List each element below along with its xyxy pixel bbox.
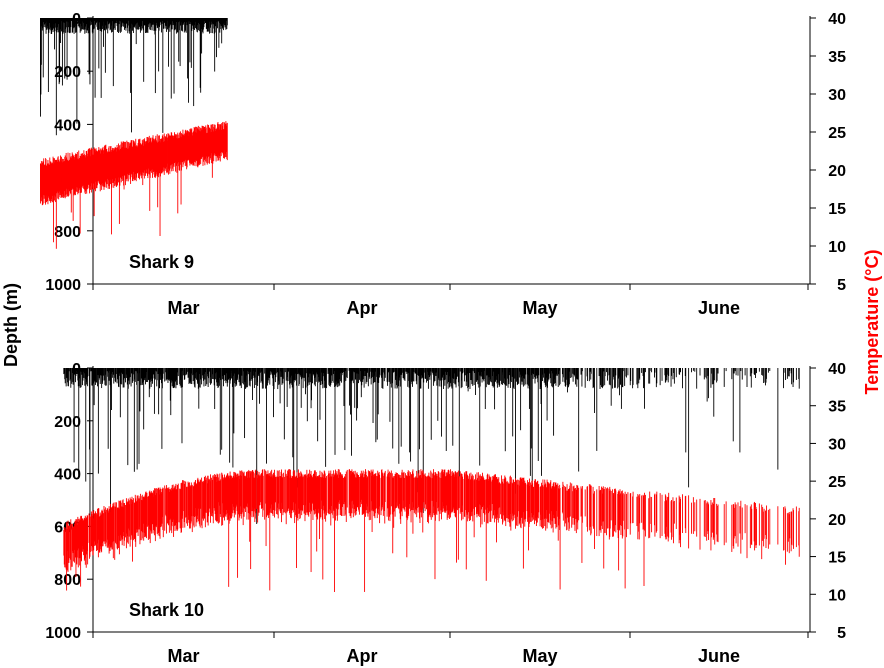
temperature-tick-label: 40 [828,361,846,378]
series-depth [63,368,800,525]
panel-label: Shark 9 [129,252,194,272]
temperature-tick-label: 25 [828,125,846,142]
month-label: May [522,646,557,666]
temperature-tick-label: 20 [828,512,846,529]
temperature-tick-label: 40 [828,11,846,28]
depth-tick-label: 800 [54,572,81,589]
temperature-tick-label: 10 [828,587,846,604]
depth-tick-label: 400 [54,467,81,484]
temperature-tick-label: 5 [837,277,846,294]
temperature-tick-label: 15 [828,550,846,567]
left-axis-title: Depth (m) [1,283,21,367]
month-label: June [698,298,740,318]
right-axis-title: Temperature (°C) [862,250,882,395]
series-depth [40,18,228,136]
series-temperature [40,121,228,249]
temperature-tick-label: 20 [828,163,846,180]
depth-tick-label: 200 [54,64,81,81]
depth-tick-label: 200 [54,414,81,431]
month-label: June [698,646,740,666]
month-label: Mar [167,298,199,318]
temperature-tick-label: 30 [828,87,846,104]
temperature-tick-label: 15 [828,201,846,218]
depth-tick-label: 800 [54,224,81,241]
temperature-tick-label: 35 [828,49,846,66]
series-temperature [63,469,800,592]
temperature-tick-label: 10 [828,239,846,256]
temperature-tick-label: 35 [828,399,846,416]
panel-shark-10: 02004006008001000510152025303540MarAprMa… [45,361,846,666]
month-label: Apr [347,646,378,666]
month-label: Apr [347,298,378,318]
depth-tick-label: 1000 [45,625,81,642]
month-label: Mar [167,646,199,666]
panel-label: Shark 10 [129,600,204,620]
temperature-tick-label: 30 [828,436,846,453]
depth-tick-label: 400 [54,117,81,134]
month-label: May [522,298,557,318]
depth-tick-label: 1000 [45,277,81,294]
temperature-tick-label: 5 [837,625,846,642]
temperature-tick-label: 25 [828,474,846,491]
panel-shark-9: 02004006008001000510152025303540MarAprMa… [40,11,846,318]
